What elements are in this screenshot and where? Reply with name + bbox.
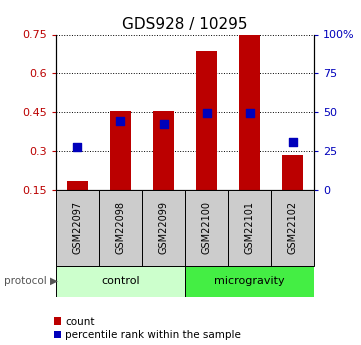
Text: GSM22098: GSM22098 [116, 201, 126, 254]
Text: GSM22097: GSM22097 [73, 201, 82, 254]
Point [75, 144, 81, 150]
Point [204, 111, 209, 116]
Bar [271, 190, 314, 266]
Bar [185, 266, 314, 297]
Point [290, 139, 295, 145]
Point [247, 111, 252, 116]
Bar [228, 190, 271, 266]
Text: GSM22100: GSM22100 [201, 201, 212, 254]
Bar [153, 111, 174, 190]
Bar [99, 190, 142, 266]
Bar [67, 181, 88, 190]
Bar [185, 190, 228, 266]
Title: GDS928 / 10295: GDS928 / 10295 [122, 17, 248, 32]
Text: GSM22101: GSM22101 [244, 201, 255, 254]
Legend: count, percentile rank within the sample: count, percentile rank within the sample [54, 317, 241, 340]
Bar [56, 266, 185, 297]
Text: GSM22099: GSM22099 [158, 201, 169, 254]
Text: control: control [101, 276, 140, 286]
Point [118, 118, 123, 124]
Bar [142, 190, 185, 266]
Text: GSM22102: GSM22102 [288, 201, 297, 254]
Bar [110, 111, 131, 190]
Bar [239, 33, 260, 190]
Text: microgravity: microgravity [214, 276, 285, 286]
Bar [196, 51, 217, 190]
Text: protocol ▶: protocol ▶ [4, 276, 58, 286]
Point [161, 121, 166, 127]
Bar [56, 190, 99, 266]
Bar [282, 155, 303, 190]
